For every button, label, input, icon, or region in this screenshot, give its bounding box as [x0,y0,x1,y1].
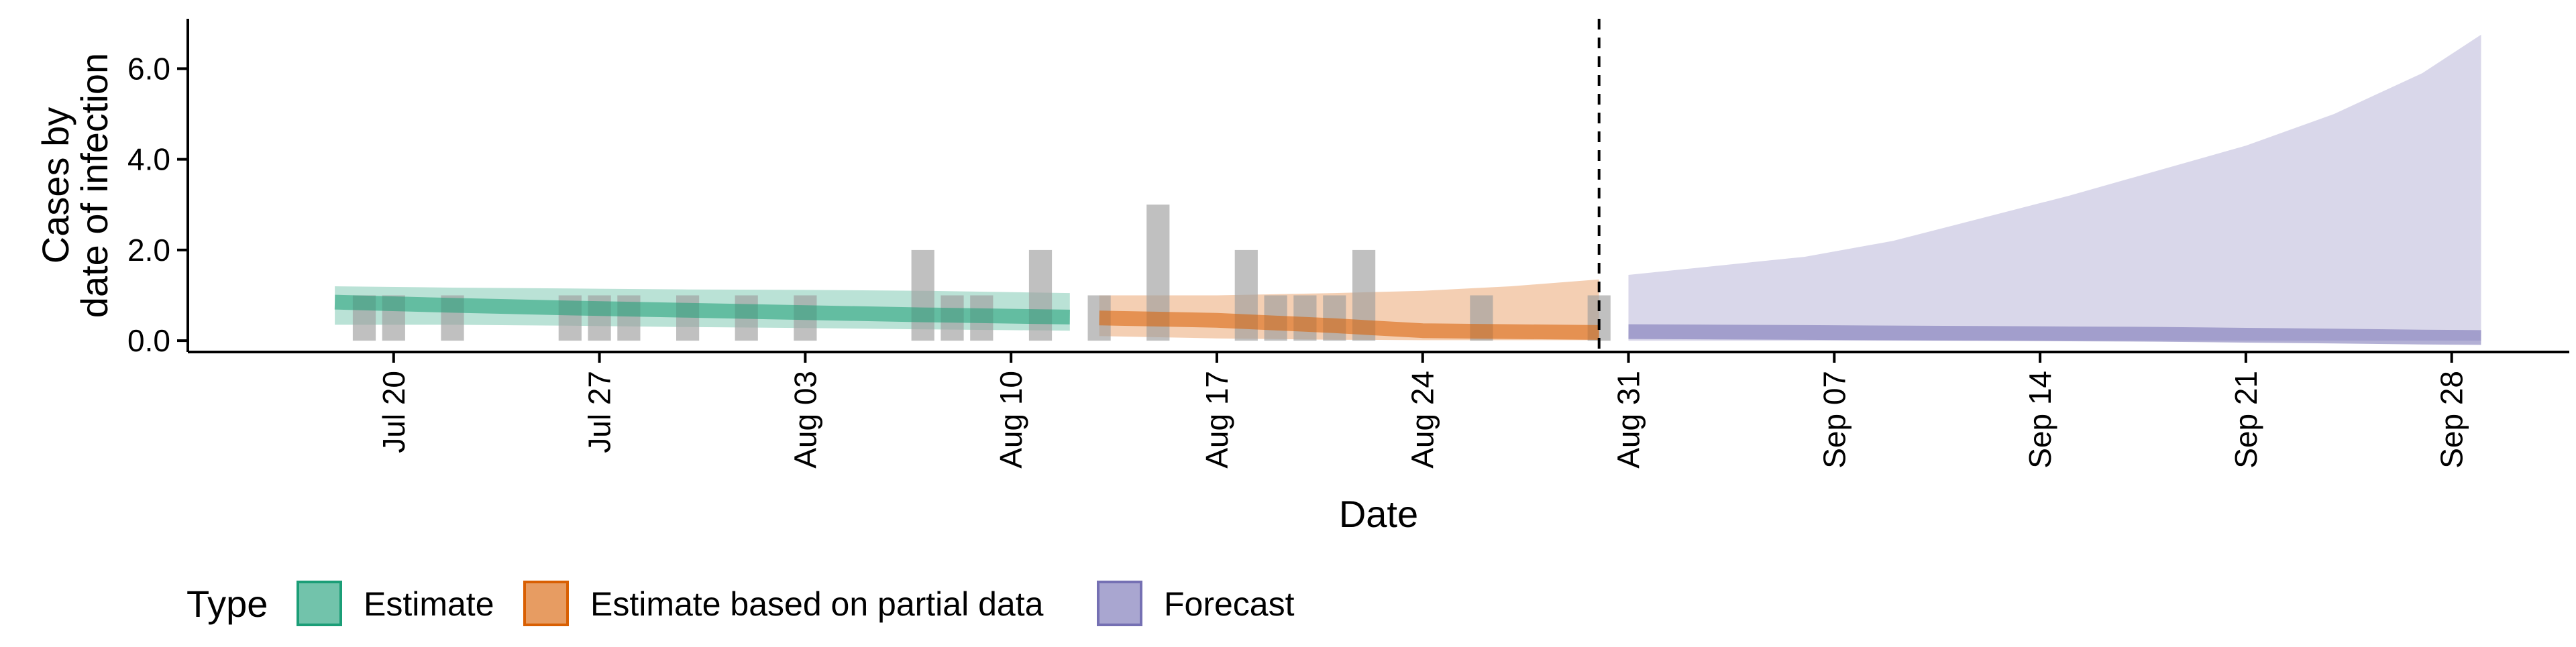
x-tick-label: Aug 17 [1199,371,1234,469]
y-tick-label: 4.0 [127,142,170,177]
x-tick-label: Sep 21 [2229,371,2263,469]
x-tick-label: Aug 10 [994,371,1028,469]
y-axis-title-line: date of infection [73,53,115,318]
legend-key-forecast [1097,581,1142,626]
y-tick-label: 0.0 [127,323,170,358]
x-tick-label: Sep 07 [1817,371,1851,469]
y-tick-label: 2.0 [127,233,170,268]
median-line-partial [1099,310,1599,340]
x-axis-title: Date [1339,493,1418,535]
observed-case-bar [911,249,934,341]
x-tick-label: Sep 28 [2434,371,2469,469]
x-tick-label: Aug 24 [1405,371,1440,469]
y-axis-title: Cases bydate of infection [34,53,115,318]
band-forecast [1628,34,2481,341]
x-tick-label: Jul 27 [582,371,617,453]
legend-key-estimate [297,581,342,626]
observed-case-bar [1028,249,1053,341]
x-tick-label: Jul 20 [376,371,411,453]
x-tick-label: Sep 14 [2023,371,2057,469]
x-tick-label: Aug 31 [1611,371,1646,469]
legend-key-partial [523,581,569,626]
y-axis-title-line: Cases by [34,107,76,263]
legend-label-partial: Estimate based on partial data [590,585,1044,623]
median-line-forecast [1628,324,2481,345]
legend-label-forecast: Forecast [1164,585,1295,623]
legend-label-estimate: Estimate [364,585,494,623]
legend-title: Type [186,583,268,625]
median-line-estimate [334,294,1070,325]
y-tick-label: 6.0 [127,51,170,86]
observed-case-bar [676,295,700,341]
x-tick-label: Aug 03 [788,371,822,469]
